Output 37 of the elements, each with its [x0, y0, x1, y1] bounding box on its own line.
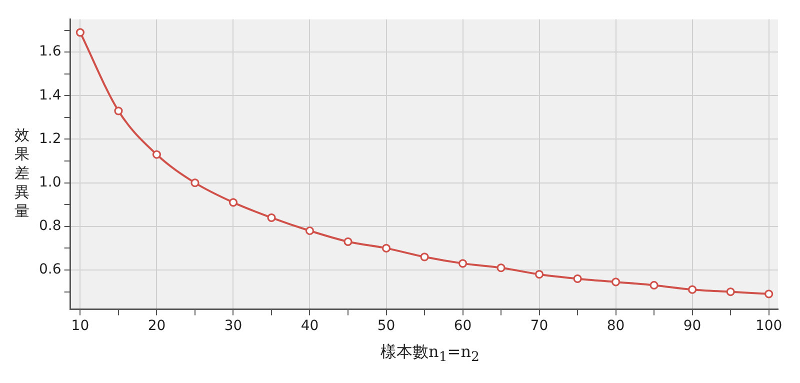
- y-tick-label: 0.6: [39, 262, 62, 278]
- point: [764, 290, 774, 298]
- x-tick-label: 40: [300, 318, 319, 334]
- point: [688, 285, 697, 294]
- point: [573, 274, 582, 283]
- x-tick-label: 90: [683, 318, 702, 334]
- x-tick-label: 70: [530, 318, 548, 334]
- point: [496, 264, 506, 272]
- x-tick-label: 80: [606, 318, 625, 334]
- point: [228, 198, 238, 207]
- point: [305, 226, 314, 236]
- point: [344, 237, 352, 246]
- y-axis-title: 效果差異量: [14, 126, 30, 220]
- point: [458, 259, 468, 268]
- point: [611, 278, 620, 286]
- point: [267, 213, 276, 222]
- point: [650, 280, 658, 290]
- x-tick-label: 20: [148, 318, 166, 334]
- y-tick-label: 1.6: [39, 44, 62, 60]
- point: [76, 28, 85, 37]
- point: [114, 106, 123, 116]
- y-tick-label: 1.4: [39, 87, 62, 104]
- y-tick-label: 0.8: [39, 218, 62, 234]
- point: [534, 270, 544, 279]
- x-tick-label: 50: [377, 318, 396, 334]
- point: [152, 150, 162, 159]
- x-tick-label: 30: [224, 318, 242, 334]
- x-tick-label: 10: [71, 318, 90, 334]
- y-tick-label: 1.2: [39, 130, 62, 147]
- point: [382, 244, 391, 252]
- x-tick-label: 60: [454, 318, 472, 334]
- x-tick-label: 100: [755, 318, 782, 334]
- point: [190, 178, 200, 188]
- y-tick-label: 1.0: [39, 174, 62, 190]
- point: [726, 287, 735, 296]
- x-axis-title: 樣本數n$_{1}$=n$_{2}$: [380, 342, 480, 366]
- point: [420, 252, 429, 262]
